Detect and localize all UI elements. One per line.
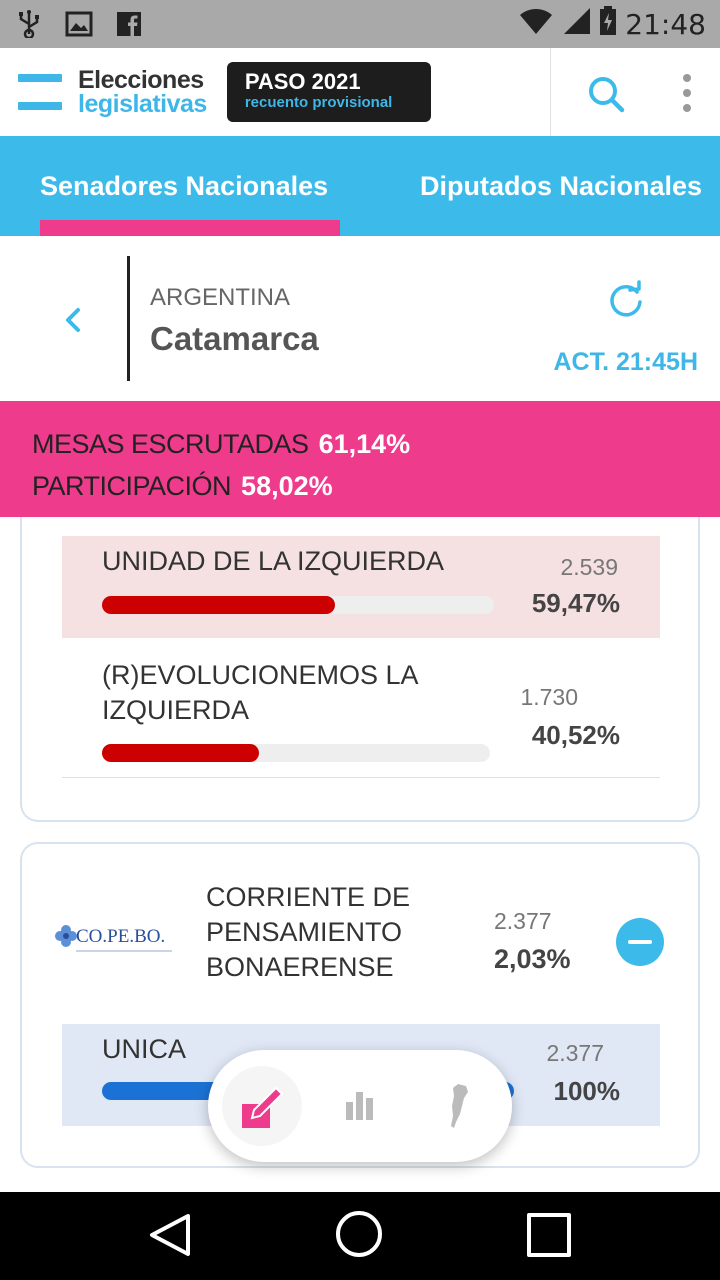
more-dot-icon <box>683 104 691 112</box>
active-tab-indicator <box>40 220 340 236</box>
facebook-icon <box>114 9 144 39</box>
flag-icon <box>18 74 62 110</box>
participacion-label: PARTICIPACIÓN <box>32 471 232 501</box>
participacion: PARTICIPACIÓN 58,02% <box>32 465 688 507</box>
list-percent: 59,47% <box>531 588 620 618</box>
mesas-escrutadas: MESAS ESCRUTADAS 61,14% <box>32 423 688 465</box>
app-logo[interactable]: Elecciones legislativas <box>18 66 207 118</box>
stats-banner: MESAS ESCRUTADAS 61,14% PARTICIPACIÓN 58,0… <box>0 401 720 517</box>
logo-line2: legislativas <box>78 90 207 118</box>
progress-bar-fill <box>102 744 260 762</box>
search-button[interactable] <box>584 72 628 116</box>
refresh-icon[interactable] <box>606 280 646 320</box>
search-icon <box>589 77 625 113</box>
android-nav-bar <box>0 1192 720 1280</box>
bar-chart-icon <box>346 1092 373 1120</box>
image-icon <box>64 9 94 39</box>
list-name: UNICA <box>102 1034 187 1064</box>
more-dot-icon <box>683 74 691 82</box>
status-time: 21:48 <box>625 7 706 41</box>
battery-icon <box>599 5 617 43</box>
list-row[interactable]: UNIDAD DE LA IZQUIERDA 2.539 59,47% <box>62 536 660 638</box>
progress-bar <box>102 596 494 614</box>
chart-nav-button[interactable] <box>320 1066 400 1146</box>
party-votes: 2.377 <box>494 908 552 934</box>
map-nav-button[interactable] <box>418 1066 498 1146</box>
location-province: Catamarca <box>150 320 319 357</box>
usb-icon <box>14 9 44 39</box>
collapse-button[interactable] <box>616 918 664 966</box>
badge-title: PASO 2021 <box>244 69 361 94</box>
paso-badge: PASO 2021 recuento provisional <box>226 62 431 122</box>
argentina-map-icon <box>451 1084 468 1128</box>
status-bar: 21:48 <box>0 0 720 48</box>
party-card: UNIDAD DE LA IZQUIERDA 2.539 59,47% (R)E… <box>20 500 700 822</box>
nav-recents-button[interactable] <box>527 1213 571 1257</box>
progress-bar-fill <box>102 596 336 614</box>
update-time: ACT. 21:45H <box>553 348 699 376</box>
tab-diputados[interactable]: Diputados Nacionales <box>420 170 703 201</box>
vote-nav-button[interactable] <box>222 1066 302 1146</box>
progress-bar <box>102 744 490 762</box>
more-dot-icon <box>683 89 691 97</box>
more-options-button[interactable] <box>672 70 702 116</box>
chamber-tabs: Senadores Nacionales Diputados Nacionale… <box>0 136 720 236</box>
list-votes: 2.377 <box>546 1040 604 1066</box>
floating-nav <box>208 1050 512 1162</box>
location-header: ARGENTINA Catamarca ACT. 21:45H <box>0 236 720 401</box>
mesas-label: MESAS ESCRUTADAS <box>32 429 309 459</box>
tab-senadores[interactable]: Senadores Nacionales <box>40 170 329 201</box>
nav-back-button[interactable] <box>148 1212 194 1258</box>
mesas-value: 61,14% <box>318 429 411 459</box>
list-name: UNIDAD DE LA IZQUIERDA <box>102 546 445 576</box>
chevron-left-icon <box>66 308 80 332</box>
back-button[interactable] <box>58 302 88 338</box>
list-votes: 2.539 <box>560 554 618 580</box>
vote-icon <box>242 1086 284 1128</box>
badge-subtitle: recuento provisional <box>244 94 393 111</box>
party-logo-text: CO.PE.BO. <box>76 926 165 947</box>
nav-home-button[interactable] <box>336 1211 382 1257</box>
minus-icon <box>628 940 652 944</box>
party-percent: 2,03% <box>494 944 571 974</box>
location-divider <box>127 256 130 381</box>
list-votes: 1.730 <box>520 684 578 710</box>
participacion-value: 58,02% <box>241 471 333 501</box>
wifi-icon <box>519 7 553 42</box>
header-divider <box>550 48 551 136</box>
list-name: (R)EVOLUCIONEMOS LA IZQUIERDA <box>102 660 418 725</box>
party-name: CORRIENTE DE PENSAMIENTO BONAERENSE <box>206 882 411 982</box>
party-logo: CO.PE.BO. <box>52 906 180 966</box>
app-header: Elecciones legislativas PASO 2021 recuen… <box>0 48 720 136</box>
back-triangle-icon <box>150 1214 190 1256</box>
logo-line1: Elecciones <box>78 66 204 94</box>
signal-icon <box>561 7 591 42</box>
list-row[interactable]: (R)EVOLUCIONEMOS LA IZQUIERDA 1.730 40,5… <box>62 638 660 778</box>
location-country: ARGENTINA <box>150 284 291 311</box>
list-percent: 40,52% <box>531 720 620 750</box>
list-percent: 100% <box>553 1076 621 1106</box>
